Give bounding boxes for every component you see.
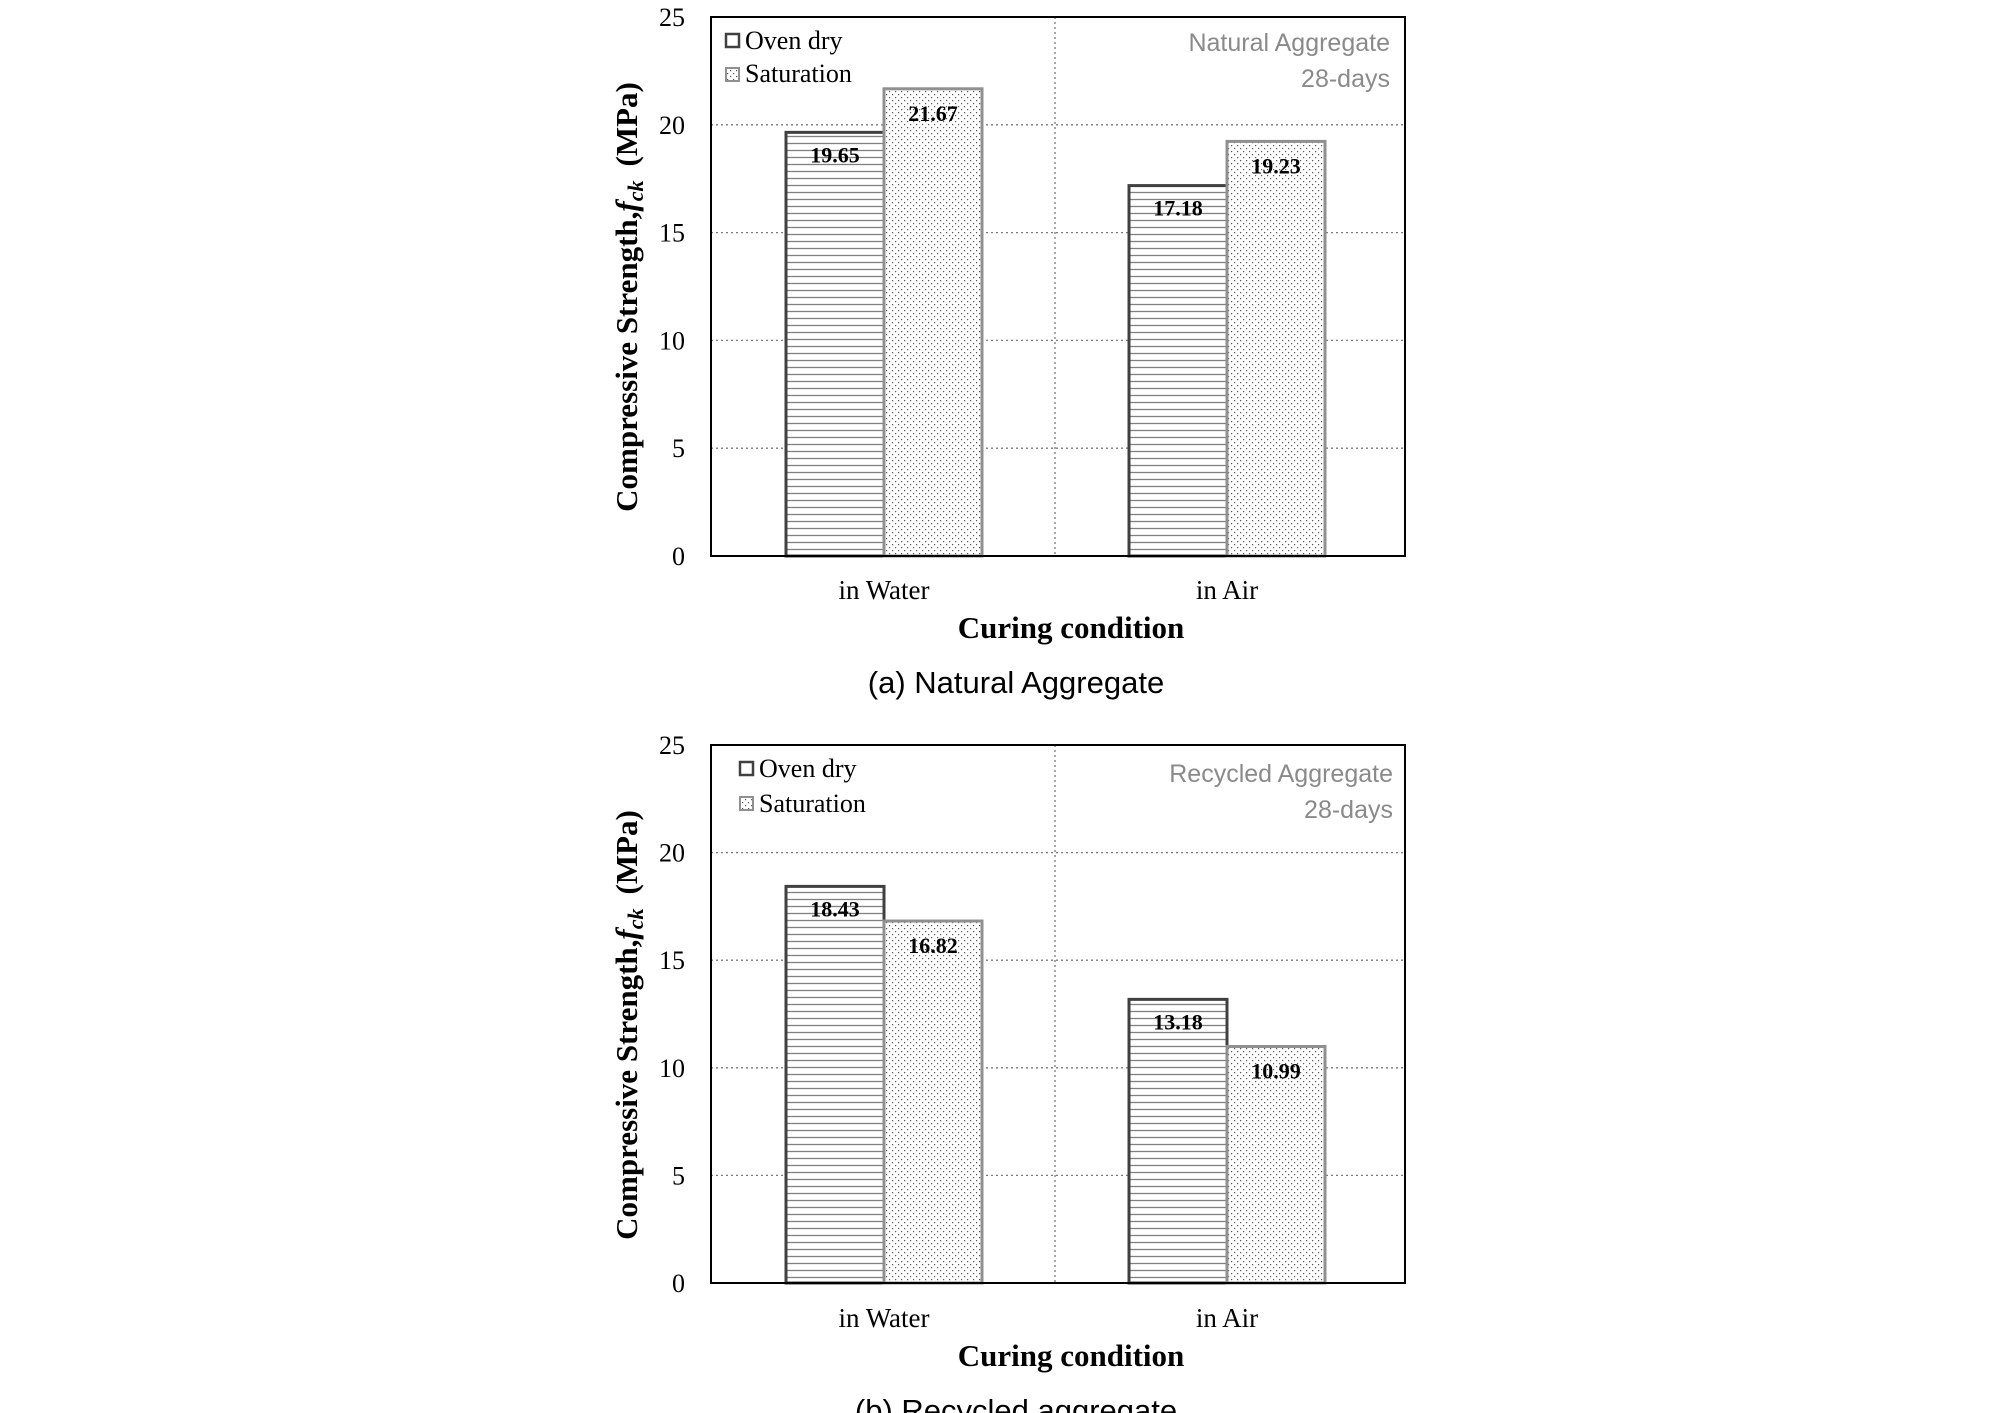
plot-area-border — [710, 744, 1406, 1284]
y-tick-label: 10 — [659, 326, 685, 355]
x-axis-label: Curing condition — [958, 1338, 1185, 1373]
x-tick-label: in Air — [1196, 1303, 1258, 1333]
annotation-aggregate: Natural Aggregate — [1188, 29, 1390, 57]
y-axis-label: Compressive Strength,fck(MPa) — [609, 810, 648, 1240]
legend-label-oven-dry: Oven dry — [759, 754, 856, 783]
legend: Oven dry Saturation — [738, 754, 866, 818]
bar-oven-dry-in-water — [784, 884, 886, 1285]
bar-oven-dry-in-water — [784, 130, 886, 558]
annotation-aggregate: Recycled Aggregate — [1169, 760, 1393, 788]
annotation-age: 28-days — [1304, 796, 1393, 824]
x-tick-label: in Water — [838, 575, 929, 605]
x-tick-labels: in Water in Air — [838, 1303, 1258, 1333]
x-tick-labels: in Water in Air — [838, 575, 1258, 605]
legend-swatch-oven-dry — [738, 760, 755, 777]
x-tick-label: in Air — [1196, 575, 1258, 605]
y-tick-label: 5 — [672, 434, 685, 463]
x-tick-label: in Water — [838, 1303, 929, 1333]
legend-label-saturation: Saturation — [759, 789, 866, 818]
y-tick-label: 25 — [659, 3, 685, 32]
y-axis-label: Compressive Strength,fck(MPa) — [609, 82, 648, 512]
data-label: 13.18 — [1153, 1009, 1203, 1034]
bar-saturation-in-air — [1225, 139, 1327, 558]
y-tick-label: 20 — [659, 111, 685, 140]
data-labels: 18.43 13.18 16.82 10.99 — [810, 896, 1301, 1083]
y-tick-label: 20 — [659, 839, 685, 868]
legend-swatch-saturation — [725, 67, 740, 82]
data-label: 18.43 — [810, 896, 860, 921]
data-label: 19.23 — [1251, 153, 1301, 178]
bars — [784, 87, 1327, 558]
bar-saturation-in-air — [1225, 1044, 1327, 1285]
y-tick-labels: 0 5 10 15 20 25 — [659, 3, 685, 571]
data-label: 10.99 — [1251, 1058, 1301, 1083]
y-tick-label: 15 — [659, 219, 685, 248]
y-tick-label: 25 — [659, 731, 685, 760]
plot-area-border — [710, 16, 1406, 557]
data-label: 21.67 — [908, 101, 958, 126]
y-tick-label: 0 — [672, 1269, 685, 1298]
x-axis-label: Curing condition — [958, 610, 1185, 645]
legend: Oven dry Saturation — [724, 26, 852, 88]
annotation-age: 28-days — [1301, 65, 1390, 93]
legend-label-saturation: Saturation — [745, 59, 852, 88]
legend-swatch-oven-dry — [724, 32, 741, 49]
y-tick-label: 0 — [672, 542, 685, 571]
data-label: 17.18 — [1153, 196, 1203, 221]
data-label: 16.82 — [908, 933, 958, 958]
legend-swatch-saturation — [739, 796, 754, 811]
figure-caption: (a) Natural Aggregate — [868, 665, 1164, 700]
bar-oven-dry-in-air — [1127, 184, 1229, 558]
y-tick-label: 10 — [659, 1054, 685, 1083]
y-tick-labels: 0 5 10 15 20 25 — [659, 731, 685, 1298]
y-tick-label: 15 — [659, 946, 685, 975]
bar-saturation-in-water — [882, 87, 984, 558]
bar-oven-dry-in-air — [1127, 997, 1229, 1285]
figure-caption: (b) Recycled aggregate — [855, 1393, 1177, 1413]
legend-label-oven-dry: Oven dry — [745, 26, 842, 55]
chart-panel-b: 0 5 10 15 20 25 in Water in Air 18.43 13.18 16.8… — [609, 731, 1406, 1413]
bar-saturation-in-water — [882, 919, 984, 1285]
chart-panel-a: 0 5 10 15 20 25 in Water in Air 19.65 17.18 21.6… — [609, 3, 1406, 700]
data-labels: 19.65 17.18 21.67 19.23 — [810, 101, 1301, 221]
y-tick-label: 5 — [672, 1161, 685, 1190]
data-label: 19.65 — [810, 142, 860, 167]
bars — [784, 884, 1327, 1285]
